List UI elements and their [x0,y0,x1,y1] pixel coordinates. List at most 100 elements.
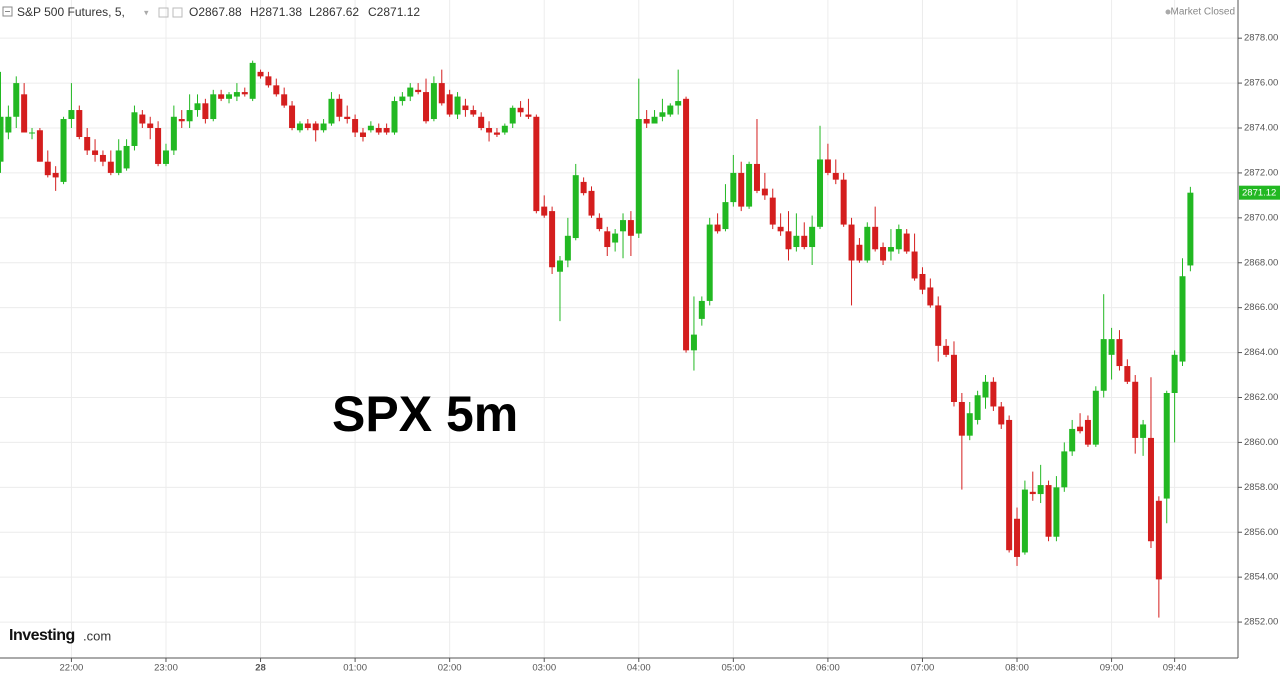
candle-body [131,112,138,146]
market-status: Market Closed [1171,7,1235,18]
candle-body [738,172,745,207]
candle-body [777,226,784,232]
candle-body [462,105,469,111]
dropdown-arrow[interactable]: ▾ [144,7,149,17]
candle-body [730,172,737,203]
candle-body [824,159,831,173]
candle-body [107,161,114,173]
candle-body [761,188,768,196]
y-tick-label: 2876.00 [1244,78,1278,89]
candle-body [60,119,67,182]
candle-body [769,197,776,225]
last-price-tag [1239,185,1280,200]
candle-body [1014,518,1021,557]
candle-body [470,110,477,115]
candle-body [202,103,209,120]
collapse-icon[interactable] [2,6,13,17]
candle-body [249,62,256,99]
y-tick-label: 2858.00 [1244,482,1278,493]
candle-body [872,226,879,250]
x-tick-label: 01:00 [343,663,367,674]
candle-body [415,89,422,93]
candle-body [210,94,217,120]
x-tick-label: 02:00 [438,663,462,674]
candle-body [643,119,650,124]
candle-body [1021,489,1028,553]
candle-body [706,224,713,301]
x-tick-label: 05:00 [721,663,745,674]
candle-body [556,260,563,272]
candle-body [68,110,75,120]
grid [0,0,1238,658]
candle-body [549,211,556,268]
candle-body [564,235,571,261]
candle-body [604,231,611,248]
y-tick-label: 2854.00 [1244,572,1278,583]
candle-body [809,226,816,248]
candle-body [391,101,398,133]
close-value: C2871.12 [368,5,420,19]
candle-body [265,76,272,86]
candle-body [1037,485,1044,495]
candle-body [793,235,800,248]
candle-body [1045,485,1052,537]
x-tick-label: 06:00 [816,663,840,674]
candle-body [1006,419,1013,551]
candle-body [1171,354,1178,394]
x-tick-label: 04:00 [627,663,651,674]
candle-body [675,101,682,106]
y-tick-label: 2860.00 [1244,437,1278,448]
candle-body [659,112,666,117]
candle-body [698,300,705,319]
candle-body [1155,500,1162,580]
candle-body [714,224,721,232]
candle-body [1077,426,1084,432]
candle-body [36,130,43,162]
candle-body [352,119,359,133]
candle-body [296,123,303,131]
close-icon[interactable] [172,7,183,18]
candle-body [1092,390,1099,445]
candle-body [99,154,106,162]
candle-body [344,116,351,120]
candle-body [430,83,437,120]
candle-body [620,220,627,232]
settings-icon[interactable] [158,7,169,18]
candle-body [998,406,1005,425]
candle-body [927,287,934,306]
candle-body [612,233,619,243]
candle-body [856,244,863,261]
candle-body [950,354,957,402]
axes: 2852.00 2854.00 2856.00 2858.00 2860.00 2862.… [60,33,1280,674]
last-price-label: 2871.12 [1242,188,1276,199]
candle-body [635,119,642,234]
x-tick-label: 08:00 [1005,663,1029,674]
candle-body [817,159,824,227]
candle-body [864,226,871,261]
candle-body [84,136,91,151]
candle-body [903,233,910,252]
x-tick-label: 23:00 [154,663,178,674]
x-tick-label: 03:00 [532,663,556,674]
y-tick-label: 2864.00 [1244,347,1278,358]
candle-body [139,114,146,124]
high-value: H2871.38 [250,5,302,19]
candle-body [1163,393,1170,499]
candle-body [1029,491,1036,495]
candle-body [21,94,28,133]
candle-body [407,87,414,97]
candle-body [1132,381,1139,438]
candle-body [178,119,185,122]
candle-body [1187,192,1194,266]
candle-body [974,395,981,420]
candle-body [1140,424,1147,438]
candle-body [257,71,264,77]
logo-suffix: .com [83,628,111,643]
candle-body [13,83,20,117]
y-tick-label: 2874.00 [1244,123,1278,134]
candle-body [1108,339,1115,355]
y-tick-label: 2868.00 [1244,257,1278,268]
candle-body [493,132,500,135]
instrument-title: S&P 500 Futures, 5, [17,5,125,19]
